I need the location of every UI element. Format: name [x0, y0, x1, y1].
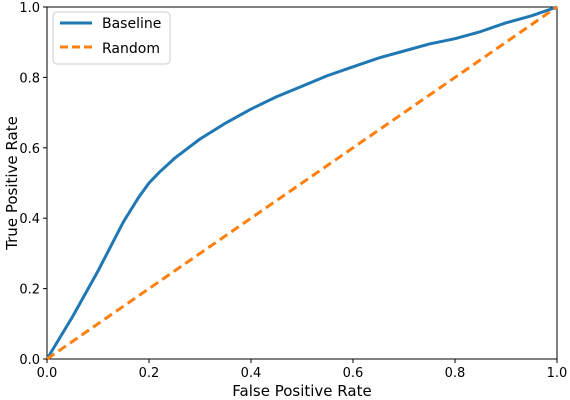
- x-tick-label: 0.0: [37, 366, 58, 381]
- legend-random-label: Random: [102, 41, 160, 57]
- y-tick-label: 0.0: [19, 353, 40, 368]
- y-axis-label: True Positive Rate: [3, 116, 21, 251]
- y-tick-label: 0.8: [19, 71, 40, 86]
- y-tick-label: 1.0: [19, 1, 40, 16]
- x-tick-label: 1.0: [547, 366, 568, 381]
- legend: Baseline Random: [52, 11, 171, 65]
- y-tick-label: 0.2: [19, 283, 40, 298]
- x-tick-label: 0.6: [343, 366, 364, 381]
- x-tick-label: 0.2: [139, 366, 160, 381]
- legend-baseline-label: Baseline: [102, 16, 161, 32]
- y-axis-ticks: 0.0 0.2 0.4 0.6 0.8 1.0: [19, 1, 47, 368]
- series-line-random: [46, 5, 558, 361]
- x-axis-ticks: 0.0 0.2 0.4 0.6 0.8 1.0: [37, 359, 568, 381]
- series-group: [45, 5, 558, 361]
- x-tick-label: 0.4: [241, 366, 262, 381]
- y-tick-label: 0.4: [19, 212, 40, 227]
- series-line-baseline: [45, 5, 558, 360]
- plot-frame: [46, 6, 558, 360]
- y-tick-label: 0.6: [19, 142, 40, 157]
- x-tick-label: 0.8: [445, 366, 466, 381]
- legend-box: [52, 11, 171, 65]
- x-axis-label: False Positive Rate: [232, 382, 371, 400]
